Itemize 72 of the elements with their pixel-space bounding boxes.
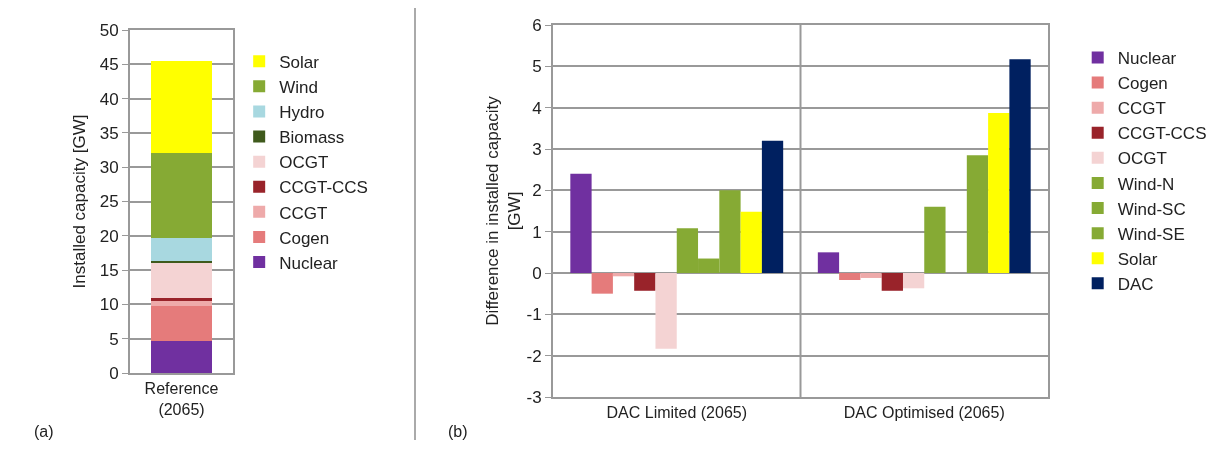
text: (a): [34, 423, 54, 440]
legend-label: Biomass: [279, 128, 345, 148]
legend-label: Cogen: [279, 228, 330, 248]
y-tick-label: 45: [99, 55, 119, 75]
x-tick-label: DAC Optimised (2065): [843, 404, 1005, 422]
bar: [570, 173, 592, 273]
y-tick-label: 5: [532, 57, 542, 77]
bar: [150, 340, 213, 373]
y-tick-label: 6: [532, 15, 542, 35]
bar: [902, 273, 925, 289]
legend-label: Cogen: [1117, 74, 1168, 94]
bar: [860, 273, 882, 278]
bar: [1009, 59, 1031, 273]
y-tick-label: 4: [532, 98, 542, 118]
bar: [634, 273, 656, 291]
y-tick-label: 10: [99, 295, 119, 315]
legend-label: Solar: [279, 52, 320, 72]
bar: [150, 263, 213, 299]
legend-label: OCGT: [1117, 149, 1167, 169]
legend-label: Nuclear: [279, 253, 339, 273]
y-tick-label: 3: [532, 139, 542, 159]
bar: [740, 211, 762, 273]
bar: [591, 273, 613, 294]
y-tick-label: 35: [99, 123, 119, 143]
x-tick-label: DAC Limited (2065): [606, 404, 747, 422]
y-tick-label: -1: [526, 305, 542, 325]
bar: [150, 60, 213, 154]
legend-label: Wind-SE: [1117, 224, 1185, 244]
bar: [839, 273, 861, 281]
legend-label: CCGT-CCS: [1117, 124, 1207, 144]
bar: [150, 153, 213, 238]
bar: [150, 261, 213, 264]
legend-label: Wind-SC: [1117, 199, 1186, 219]
legend-label: Hydro: [279, 103, 325, 123]
bar: [150, 300, 213, 306]
y-tick-label: 2: [532, 181, 542, 201]
legend-label: CCGT-CCS: [279, 178, 368, 198]
y-axis-title: Installed capacity [GW]: [70, 114, 89, 289]
legend-label: DAC: [1117, 274, 1154, 294]
legend-label: Wind-N: [1117, 174, 1175, 194]
bar: [150, 298, 213, 301]
y-tick-label: -3: [526, 387, 542, 407]
bar: [924, 206, 946, 273]
bar: [761, 140, 784, 273]
legend-label: Wind: [279, 78, 318, 97]
bar: [881, 273, 903, 291]
y-axis-title: Difference in installed capacity [GW]: [483, 95, 525, 326]
bar: [817, 252, 840, 273]
y-tick-label: 0: [109, 363, 119, 383]
y-tick-label: 50: [99, 20, 119, 40]
bar: [966, 155, 989, 273]
y-tick-label: 25: [99, 192, 119, 212]
y-tick-label: -2: [526, 346, 542, 366]
bar: [150, 237, 213, 262]
y-tick-label: 1: [532, 222, 542, 242]
bar: [988, 113, 1010, 273]
bar: [612, 273, 635, 277]
y-tick-label: 0: [532, 263, 542, 283]
y-tick-label: 5: [109, 329, 119, 349]
legend-label: Solar: [1117, 249, 1158, 269]
bar: [655, 273, 677, 349]
legend-label: Nuclear: [1117, 49, 1177, 69]
bar: [150, 305, 213, 341]
y-tick-label: 40: [99, 89, 119, 109]
legend-label: CCGT: [1117, 99, 1166, 119]
x-tick-label: Reference (2065): [144, 380, 219, 418]
y-tick-label: 30: [99, 158, 119, 178]
legend-label: OCGT: [279, 153, 329, 173]
text: (b): [448, 423, 468, 440]
legend-label: CCGT: [279, 203, 328, 223]
y-tick-label: 20: [99, 226, 119, 246]
y-tick-label: 15: [99, 261, 119, 281]
